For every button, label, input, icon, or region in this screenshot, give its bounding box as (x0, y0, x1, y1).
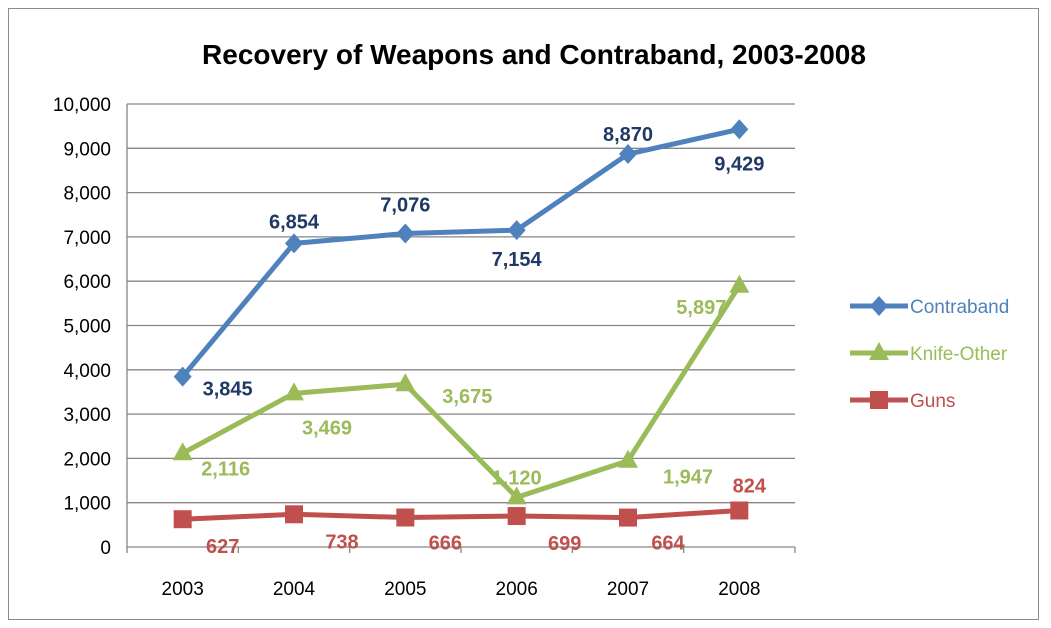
legend-marker (869, 342, 889, 360)
data-label: 824 (733, 475, 767, 497)
y-tick-label: 10,000 (53, 95, 111, 116)
x-axis: 2003 2004 2005 2006 2007 2008 (126, 546, 796, 600)
data-label: 3,845 (203, 379, 253, 401)
y-axis: 0 1,000 2,000 3,000 4,000 5,000 6,000 7,000 8,00… (53, 95, 128, 559)
data-point-marker (619, 144, 637, 165)
series-line-guns (182, 508, 740, 522)
data-label: 627 (206, 536, 239, 558)
legend: Contraband Knife-Other Guns (850, 296, 1009, 412)
data-label: 699 (548, 533, 581, 555)
data-point-marker (729, 274, 750, 293)
data-label: 8,870 (603, 124, 653, 146)
y-tick-label: 0 (100, 538, 111, 559)
y-tick-label: 7,000 (63, 228, 111, 249)
data-point-marker (730, 501, 749, 520)
data-label: 6,854 (269, 211, 320, 233)
data-point-marker (507, 220, 526, 241)
data-label: 1,120 (492, 467, 542, 489)
legend-marker (870, 391, 888, 409)
data-point-marker (506, 486, 527, 505)
x-tick-label: 2005 (384, 579, 426, 600)
data-labels: 3,845 6,854 7,076 7,154 8,870 9,429 2,116 3,469… (201, 124, 767, 558)
y-tick-label: 4,000 (63, 361, 111, 382)
data-label: 9,429 (714, 153, 764, 175)
y-tick-label: 1,000 (63, 494, 111, 515)
data-label: 2,116 (201, 458, 250, 480)
data-label: 664 (651, 533, 685, 555)
data-point-marker (285, 505, 303, 524)
legend-label: Knife-Other (910, 344, 1008, 365)
data-label: 3,469 (302, 417, 352, 439)
data-point-marker (173, 510, 192, 529)
data-point-marker (619, 508, 637, 527)
x-tick-label: 2008 (718, 579, 760, 600)
legend-label: Contraband (910, 297, 1009, 318)
data-point-marker (618, 449, 638, 468)
y-tick-label: 2,000 (63, 449, 111, 470)
data-label: 7,076 (380, 195, 430, 217)
data-point-marker (285, 233, 303, 254)
data-label: 3,675 (442, 386, 492, 408)
data-point-marker (172, 442, 193, 461)
data-point-marker (507, 507, 526, 526)
x-tick-label: 2006 (496, 579, 538, 600)
data-point-marker (173, 366, 192, 387)
data-label: 738 (325, 531, 358, 553)
data-label: 1,947 (663, 467, 713, 489)
data-point-marker (396, 508, 415, 527)
series-line-contraband (180, 126, 740, 379)
y-tick-label: 5,000 (63, 317, 111, 338)
data-label: 666 (429, 532, 462, 554)
y-tick-label: 3,000 (63, 405, 111, 426)
x-tick-label: 2007 (607, 579, 649, 600)
y-tick-label: 8,000 (63, 184, 111, 205)
legend-marker (870, 296, 888, 316)
y-tick-label: 6,000 (63, 272, 111, 293)
data-point-marker (395, 373, 416, 392)
data-point-marker (284, 382, 304, 401)
gridlines (127, 103, 795, 504)
data-label: 7,154 (492, 249, 543, 271)
series-line-knife-other (181, 284, 742, 500)
legend-label: Guns (910, 391, 955, 412)
y-tick-label: 9,000 (63, 139, 111, 160)
x-tick-label: 2004 (273, 579, 316, 600)
data-point-marker (730, 119, 749, 140)
data-point-marker (396, 223, 415, 244)
series-layer (172, 119, 750, 529)
chart-title: Recovery of Weapons and Contraband, 2003… (202, 39, 866, 70)
data-label: 5,897 (676, 297, 726, 319)
x-tick-label: 2003 (162, 579, 204, 600)
